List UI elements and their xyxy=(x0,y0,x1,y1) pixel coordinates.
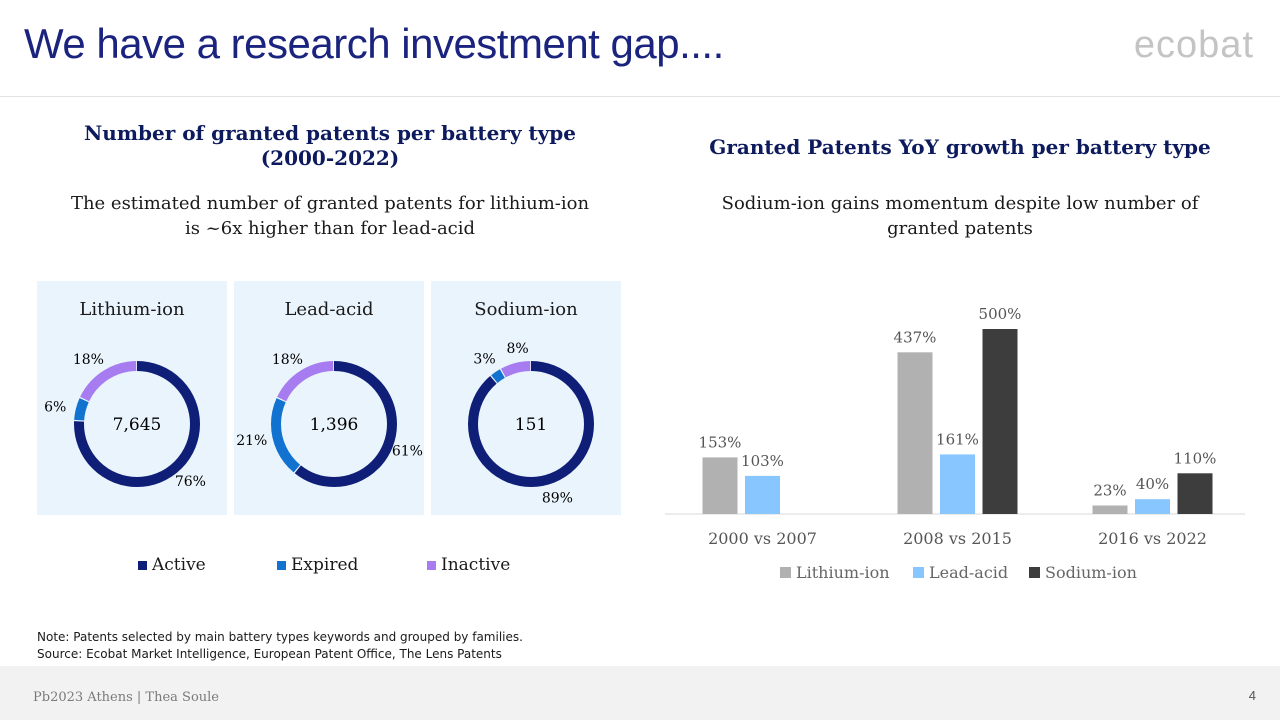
left-title-line1: Number of granted patents per battery ty… xyxy=(84,121,576,145)
left-subtitle-line2: is ~6x higher than for lead-acid xyxy=(184,218,476,239)
x-tick-label: 2000 vs 2007 xyxy=(708,529,817,548)
left-panel-title: Number of granted patents per battery ty… xyxy=(40,121,620,171)
donut-slice-expired xyxy=(271,361,397,487)
donut-legend: Active Expired Inactive xyxy=(0,555,640,579)
donut-total: 1,396 xyxy=(310,415,359,435)
donut-card-lithium-ion: Lithium-ion 76% 6% 18% 7,645 xyxy=(37,281,227,515)
donut-total: 151 xyxy=(515,415,547,435)
donut-slice-active xyxy=(271,361,397,487)
bar-lithium-ion xyxy=(702,457,738,514)
legend-item-inactive: Inactive xyxy=(427,555,510,575)
bar-value-label: 500% xyxy=(979,305,1022,323)
page-number: 4 xyxy=(1248,688,1256,703)
right-panel-title: Granted Patents YoY growth per battery t… xyxy=(709,135,1211,159)
legend-swatch-inactive xyxy=(427,560,436,570)
donut-title: Lead-acid xyxy=(284,299,374,320)
donut-slice-label: 18% xyxy=(272,352,303,368)
bar-sodium-ion xyxy=(1177,473,1213,514)
legend-label: Active xyxy=(152,555,206,575)
bar-value-label: 437% xyxy=(894,328,937,346)
bar-value-label: 23% xyxy=(1093,481,1126,499)
legend-swatch-active xyxy=(138,560,147,570)
donut-slice-label: 76% xyxy=(175,474,206,490)
footer-text: Pb2023 Athens | Thea Soule xyxy=(33,690,219,705)
footer-bar: Pb2023 Athens | Thea Soule 4 xyxy=(0,666,1280,720)
donut-slice-label: 18% xyxy=(73,352,104,368)
left-title-line2: (2000-2022) xyxy=(260,146,400,170)
legend-label: Lithium-ion xyxy=(796,563,890,582)
bar-sodium-ion xyxy=(982,329,1018,514)
donut-chart: 89% 3% 8% 151 xyxy=(468,341,594,506)
donut-title: Lithium-ion xyxy=(79,299,185,320)
legend-swatch-sodium-ion xyxy=(1029,567,1040,578)
right-subtitle-line2: granted patents xyxy=(887,218,1033,239)
legend-label: Expired xyxy=(291,555,359,575)
donut-card-lead-acid: Lead-acid 61% 21% 18% 1,396 xyxy=(234,281,424,515)
legend-swatch-lithium-ion xyxy=(780,567,791,578)
donut-slice-label: 21% xyxy=(236,433,267,449)
donut-slice-label: 3% xyxy=(473,351,495,367)
donut-card-sodium-ion: Sodium-ion 89% 3% 8% 151 xyxy=(431,281,621,515)
right-panel-subtitle: Sodium-ion gains momentum despite low nu… xyxy=(680,191,1240,241)
yoy-growth-bar-chart: 153%103% 2000 vs 2007 437% 161% 500% 2008 vs … xyxy=(665,305,1245,582)
legend-item-active: Active xyxy=(138,555,206,575)
legend-label: Lead-acid xyxy=(929,563,1008,582)
legend-swatch-expired xyxy=(277,560,286,570)
bar-lead-acid xyxy=(745,475,780,514)
legend-swatch-lead-acid xyxy=(913,567,924,578)
donut-title: Sodium-ion xyxy=(474,299,578,320)
bar-lead-acid xyxy=(1135,499,1170,514)
title-divider xyxy=(0,96,1280,97)
legend-item-expired: Expired xyxy=(277,555,358,575)
left-panel-subtitle: The estimated number of granted patents … xyxy=(40,191,620,241)
bar-value-label: 161% xyxy=(936,430,979,448)
donut-slice-active xyxy=(468,361,594,487)
note-line1: Note: Patents selected by main battery t… xyxy=(37,630,523,644)
x-tick-label: 2016 vs 2022 xyxy=(1098,529,1207,548)
bar-value-label: 40% xyxy=(1136,475,1169,493)
donut-slice-label: 8% xyxy=(506,341,528,357)
bar-lead-acid xyxy=(940,454,975,514)
donut-slice-label: 61% xyxy=(392,443,423,459)
right-subtitle-line1: Sodium-ion gains momentum despite low nu… xyxy=(721,193,1199,214)
bar-lithium-ion xyxy=(897,352,933,514)
donut-slice-label: 6% xyxy=(44,400,66,416)
source-note: Note: Patents selected by main battery t… xyxy=(37,629,523,663)
bar-value-label: 153% xyxy=(699,433,742,451)
donut-slice-label: 89% xyxy=(542,490,573,506)
legend-label: Inactive xyxy=(441,555,511,575)
ecobat-logo: ecobat xyxy=(1133,24,1254,66)
donut-total: 7,645 xyxy=(113,415,162,435)
donut-chart: 76% 6% 18% 7,645 xyxy=(44,352,206,490)
legend-label: Sodium-ion xyxy=(1045,563,1137,582)
bar-value-label: 103% xyxy=(741,452,784,470)
note-line2: Source: Ecobat Market Intelligence, Euro… xyxy=(37,647,502,661)
bar-lithium-ion xyxy=(1092,505,1128,514)
donut-slice-active xyxy=(74,361,200,487)
x-tick-label: 2008 vs 2015 xyxy=(903,529,1012,548)
slide-title: We have a research investment gap.... xyxy=(24,20,724,67)
bar-value-label: 110% xyxy=(1174,449,1217,467)
left-subtitle-line1: The estimated number of granted patents … xyxy=(70,193,590,214)
donut-chart: 61% 21% 18% 1,396 xyxy=(236,352,423,487)
